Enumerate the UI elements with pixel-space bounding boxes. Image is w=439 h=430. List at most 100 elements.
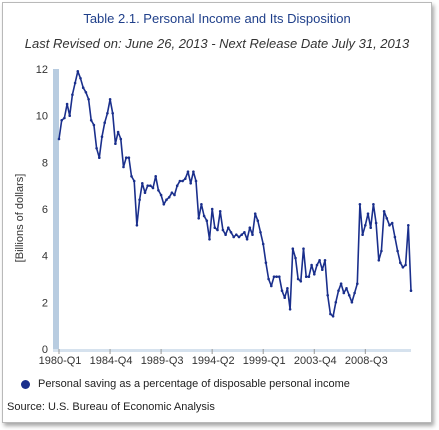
data-point[interactable] <box>404 263 407 267</box>
data-point[interactable] <box>361 233 364 236</box>
data-point[interactable] <box>227 226 230 229</box>
data-point[interactable] <box>159 193 163 197</box>
data-point[interactable] <box>167 196 171 199</box>
data-point[interactable] <box>342 291 346 295</box>
data-point[interactable] <box>95 147 98 150</box>
data-point[interactable] <box>369 226 373 229</box>
data-point[interactable] <box>345 287 348 290</box>
data-point[interactable] <box>106 112 109 115</box>
data-point[interactable] <box>79 77 82 80</box>
data-point[interactable] <box>149 184 152 187</box>
legend[interactable]: Personal saving as a percentage of dispo… <box>21 378 350 390</box>
data-point[interactable] <box>98 156 101 159</box>
data-point[interactable] <box>73 81 77 85</box>
data-point[interactable] <box>396 249 399 253</box>
data-point[interactable] <box>286 287 289 290</box>
data-point[interactable] <box>353 291 356 295</box>
data-point[interactable] <box>237 235 241 239</box>
data-point[interactable] <box>178 179 182 183</box>
data-point[interactable] <box>119 137 123 141</box>
data-point[interactable] <box>200 203 203 206</box>
data-point[interactable] <box>208 238 211 241</box>
data-point[interactable] <box>337 289 340 293</box>
data-point[interactable] <box>232 235 235 239</box>
data-point[interactable] <box>146 184 149 187</box>
data-point[interactable] <box>162 203 166 206</box>
data-point[interactable] <box>288 308 292 311</box>
data-point[interactable] <box>186 170 190 173</box>
data-point[interactable] <box>291 247 295 250</box>
data-point[interactable] <box>299 280 303 283</box>
data-point[interactable] <box>393 235 397 239</box>
data-point[interactable] <box>382 210 386 213</box>
data-point[interactable] <box>253 212 257 215</box>
data-point[interactable] <box>339 282 343 286</box>
data-point[interactable] <box>364 224 367 227</box>
data-point[interactable] <box>390 221 394 225</box>
data-point[interactable] <box>331 315 335 318</box>
data-point[interactable] <box>304 275 308 279</box>
data-point[interactable] <box>175 184 179 187</box>
data-point[interactable] <box>114 142 117 145</box>
data-point[interactable] <box>259 231 262 234</box>
data-point[interactable] <box>278 275 281 279</box>
data-point[interactable] <box>240 233 243 236</box>
data-point[interactable] <box>194 179 198 183</box>
data-point[interactable] <box>218 210 222 213</box>
data-point[interactable] <box>71 93 74 96</box>
data-point[interactable] <box>347 294 351 297</box>
data-point[interactable] <box>138 198 141 201</box>
data-point[interactable] <box>399 261 402 265</box>
data-point[interactable] <box>89 119 93 122</box>
data-point[interactable] <box>197 217 200 220</box>
data-point[interactable] <box>267 277 270 281</box>
data-point[interactable] <box>210 207 214 211</box>
data-point[interactable] <box>385 217 389 220</box>
data-point[interactable] <box>251 233 254 236</box>
data-point[interactable] <box>329 312 332 316</box>
data-point[interactable] <box>280 289 284 293</box>
data-point[interactable] <box>100 135 104 138</box>
data-point[interactable] <box>124 156 128 159</box>
data-point[interactable] <box>358 203 362 206</box>
data-point[interactable] <box>170 191 174 194</box>
data-point[interactable] <box>135 224 139 227</box>
data-point[interactable] <box>108 98 112 101</box>
data-point[interactable] <box>60 119 63 122</box>
data-point[interactable] <box>318 259 321 262</box>
data-point[interactable] <box>224 233 227 236</box>
data-point[interactable] <box>409 289 413 293</box>
data-point[interactable] <box>65 102 69 106</box>
data-point[interactable] <box>184 177 187 180</box>
data-point[interactable] <box>81 86 85 89</box>
data-point[interactable] <box>264 261 268 265</box>
data-point[interactable] <box>388 224 391 227</box>
data-point[interactable] <box>181 179 184 183</box>
data-point[interactable] <box>407 224 410 227</box>
data-point[interactable] <box>401 266 405 269</box>
data-point[interactable] <box>130 175 133 178</box>
data-point[interactable] <box>296 277 300 281</box>
data-point[interactable] <box>127 156 131 159</box>
data-point[interactable] <box>132 179 136 183</box>
data-point[interactable] <box>63 116 66 120</box>
data-point[interactable] <box>372 203 375 206</box>
data-point[interactable] <box>356 282 359 286</box>
data-point[interactable] <box>313 273 316 276</box>
series-line[interactable] <box>58 70 412 318</box>
data-point[interactable] <box>310 263 313 267</box>
data-point[interactable] <box>87 98 90 101</box>
data-point[interactable] <box>205 219 209 222</box>
data-point[interactable] <box>122 165 125 169</box>
data-point[interactable] <box>165 198 168 201</box>
data-point[interactable] <box>302 247 305 250</box>
data-point[interactable] <box>366 212 370 215</box>
data-point[interactable] <box>111 112 114 115</box>
data-point[interactable] <box>151 186 155 190</box>
data-point[interactable] <box>323 259 327 262</box>
data-point[interactable] <box>374 221 378 225</box>
data-point[interactable] <box>235 233 238 236</box>
data-point[interactable] <box>216 228 219 232</box>
data-point[interactable] <box>189 182 192 185</box>
data-point[interactable] <box>270 284 273 288</box>
